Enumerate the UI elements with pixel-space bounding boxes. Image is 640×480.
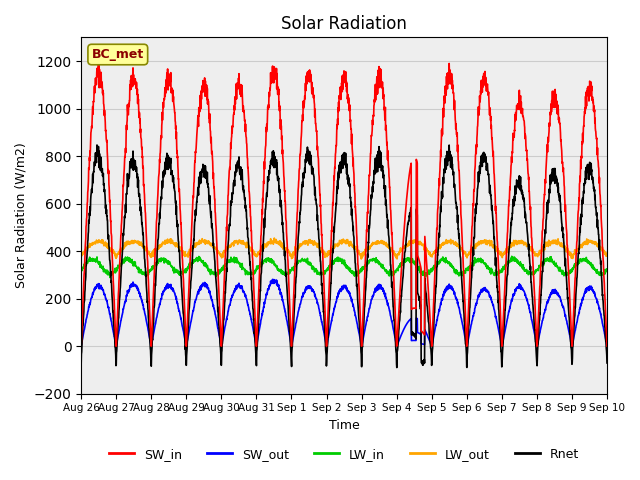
Title: Solar Radiation: Solar Radiation (281, 15, 407, 33)
X-axis label: Time: Time (329, 419, 360, 432)
Y-axis label: Solar Radiation (W/m2): Solar Radiation (W/m2) (15, 143, 28, 288)
Text: BC_met: BC_met (92, 48, 144, 61)
Legend: SW_in, SW_out, LW_in, LW_out, Rnet: SW_in, SW_out, LW_in, LW_out, Rnet (104, 443, 584, 466)
